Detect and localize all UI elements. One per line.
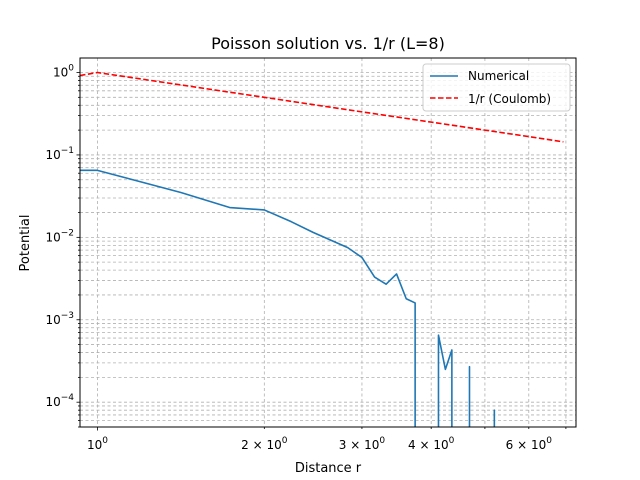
plot-frame: [79, 57, 577, 428]
legend-label-numerical: Numerical: [468, 69, 529, 83]
x-tick-label: 2 × 100: [241, 436, 288, 452]
x-axis-label: Distance r: [295, 461, 362, 476]
series-line-coulomb: [80, 71, 564, 143]
y-tick-label: 10−4: [45, 393, 74, 409]
y-tick-label: 100: [53, 64, 74, 80]
x-tick-label: 6 × 100: [506, 436, 553, 452]
x-tick-label: 100: [87, 436, 108, 452]
legend-box: [422, 63, 571, 112]
grid: [80, 58, 576, 428]
y-tick-label: 10−3: [45, 311, 74, 327]
chart-title: Poisson solution vs. 1/r (L=8): [211, 34, 445, 53]
x-tick-label: 3 × 100: [339, 436, 386, 452]
x-tick-label: 4 × 100: [408, 436, 455, 452]
series-layer: [80, 71, 564, 427]
series-line-numerical: [80, 169, 496, 427]
y-axis-label: Potential: [18, 215, 33, 272]
ticks: 100 2 × 100 3 × 100 4 × 100 6 × 100 100 10−1 10…: [45, 64, 567, 452]
legend: Numerical 1/r (Coulomb): [422, 63, 571, 112]
y-tick-label: 10−2: [45, 228, 74, 244]
y-tick-label: 10−1: [45, 146, 74, 162]
legend-label-coulomb: 1/r (Coulomb): [468, 92, 551, 106]
